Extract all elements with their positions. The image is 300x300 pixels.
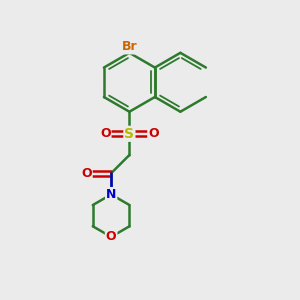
Text: O: O bbox=[81, 167, 92, 180]
Text: O: O bbox=[106, 230, 116, 243]
Text: S: S bbox=[124, 127, 134, 141]
Text: O: O bbox=[100, 127, 111, 140]
Text: Br: Br bbox=[122, 40, 137, 53]
Text: O: O bbox=[148, 127, 159, 140]
Text: N: N bbox=[106, 188, 116, 201]
